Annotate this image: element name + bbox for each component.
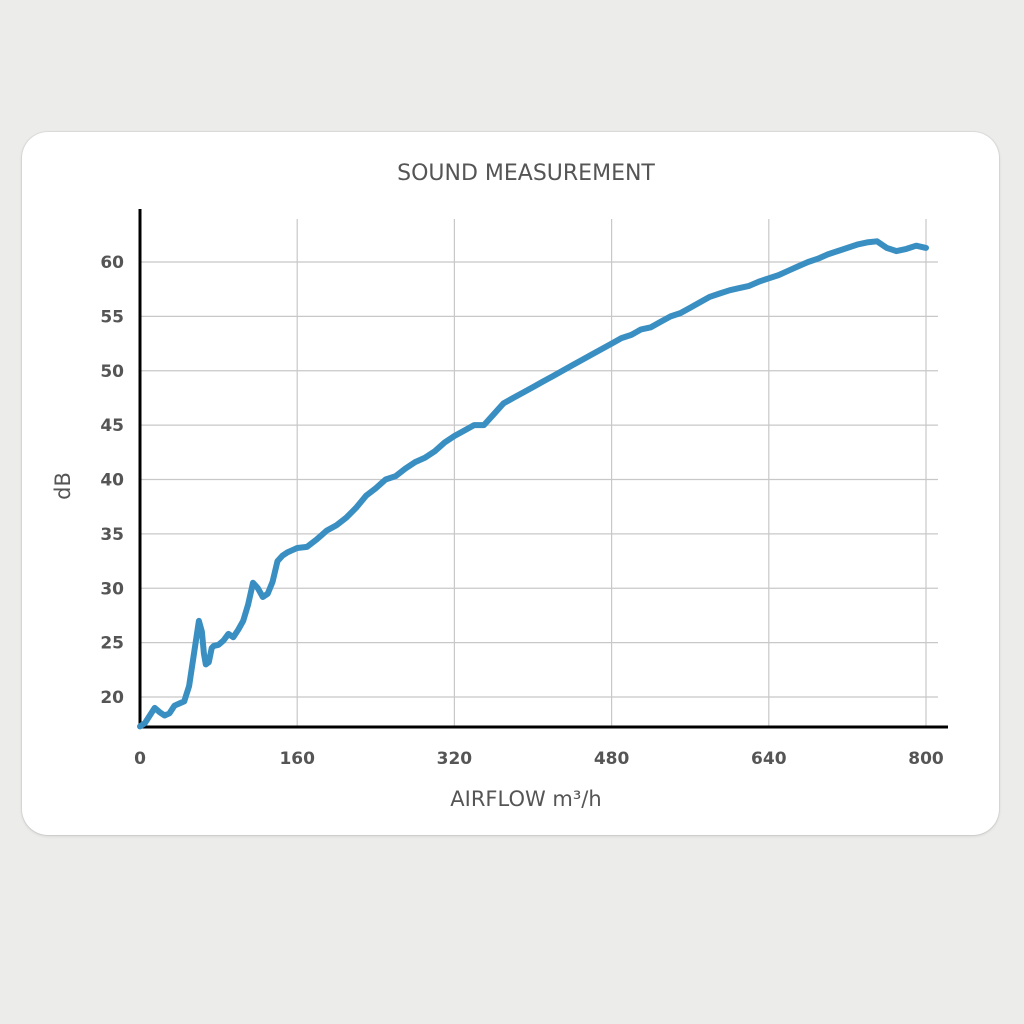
y-tick-labels: 20 25 30 35 40 45 50 55 60 (100, 253, 124, 708)
x-tick-label: 640 (751, 749, 787, 769)
x-tick-label: 160 (279, 749, 315, 769)
x-tick-label: 800 (908, 749, 944, 769)
grid (140, 219, 938, 727)
y-tick-label: 45 (100, 416, 124, 436)
x-tick-labels: 0 160 320 480 640 800 (134, 749, 944, 769)
y-tick-label: 60 (100, 253, 124, 273)
x-tick-label: 320 (437, 749, 473, 769)
chart-title: SOUND MEASUREMENT (397, 161, 655, 186)
y-tick-label: 25 (100, 634, 124, 654)
x-axis-title: AIRFLOW m³/h (450, 787, 601, 811)
series-line (137, 238, 929, 730)
y-tick-label: 30 (100, 579, 124, 599)
x-tick-label: 480 (594, 749, 630, 769)
y-tick-label: 50 (100, 362, 124, 382)
y-tick-label: 35 (100, 525, 124, 545)
y-axis-title: dB (51, 472, 75, 500)
x-tick-label: 0 (134, 749, 146, 769)
y-tick-label: 55 (100, 307, 124, 327)
y-tick-label: 20 (100, 688, 124, 708)
y-tick-label: 40 (100, 471, 124, 491)
axes (138, 209, 948, 729)
